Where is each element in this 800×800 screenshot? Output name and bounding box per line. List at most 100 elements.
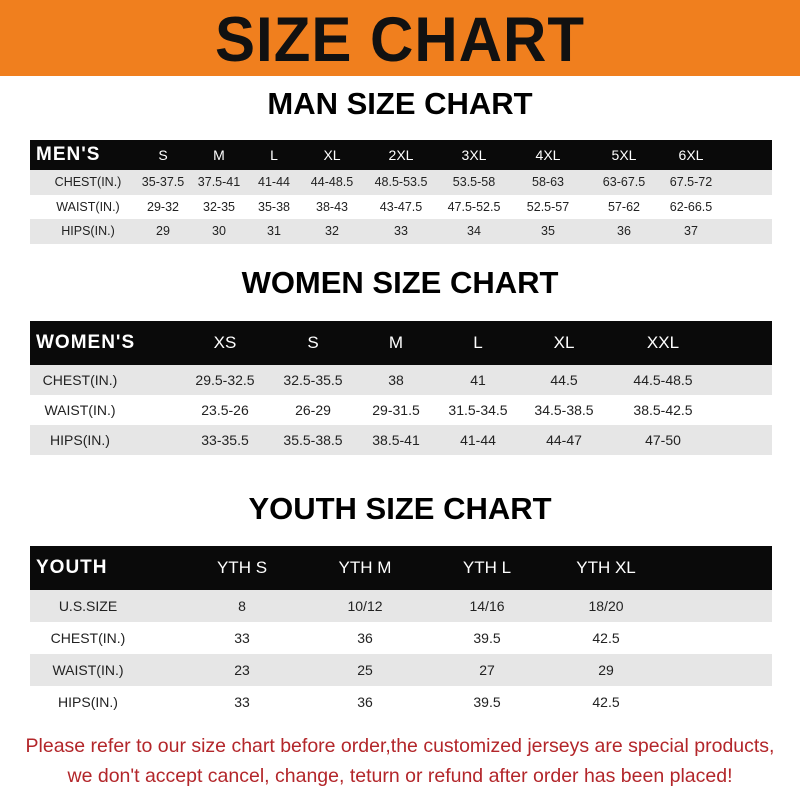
- table-cell: 42.5: [592, 630, 620, 646]
- table-cell: 29-32: [147, 200, 179, 214]
- table-cell: 33: [394, 224, 408, 238]
- size-header-cell: L: [473, 333, 483, 352]
- table-row: HIPS(IN.) 33 36 39.5 42.5: [30, 686, 772, 718]
- row-label: HIPS(IN.): [61, 224, 115, 238]
- table-cell: 33-35.5: [201, 432, 249, 448]
- table-cell: 36: [617, 224, 631, 238]
- size-header-cell: 6XL: [678, 147, 704, 163]
- table-row: WAIST(IN.) 29-32 32-35 35-38 38-43 43-47.5 47.…: [30, 195, 772, 219]
- table-header-label: WOMEN'S: [36, 332, 136, 353]
- table-cell: 44.5: [550, 372, 578, 388]
- footer-notice-line-1: Please refer to our size chart before or…: [25, 735, 775, 757]
- table-cell: 63-67.5: [602, 175, 646, 189]
- table-cell: 29: [598, 662, 614, 678]
- row-label: U.S.SIZE: [58, 598, 118, 614]
- table-cell: 32-35: [203, 200, 235, 214]
- table-cell: 27: [479, 662, 495, 678]
- table-cell: 53.5-58: [452, 175, 496, 189]
- size-header-cell: XL: [323, 147, 341, 163]
- table-cell: 35-38: [258, 200, 290, 214]
- table-cell: 35: [541, 224, 555, 238]
- table-header-label: YOUTH: [36, 557, 108, 578]
- table-header-label: MEN'S: [36, 144, 101, 165]
- table-cell: 41: [470, 372, 486, 388]
- table-cell: 35.5-38.5: [283, 432, 343, 448]
- table-cell: 29: [156, 224, 170, 238]
- table-cell: 33: [234, 630, 250, 646]
- table-cell: 29.5-32.5: [195, 372, 255, 388]
- table-cell: 37: [684, 224, 698, 238]
- table-cell: 67.5-72: [669, 175, 713, 189]
- size-header-cell: XL: [553, 333, 575, 352]
- size-header-cell: S: [307, 333, 319, 352]
- table-cell: 37.5-41: [197, 175, 241, 189]
- row-label: HIPS(IN.): [58, 694, 118, 710]
- table-cell: 29-31.5: [372, 402, 420, 418]
- size-header-cell: YTH S: [216, 558, 268, 577]
- table-cell: 38-43: [316, 200, 348, 214]
- table-header-row: MEN'S S M L XL 2XL 3XL 4XL 5XL 6XL: [30, 140, 772, 170]
- row-label: CHEST(IN.): [54, 175, 122, 189]
- table-cell: 39.5: [473, 630, 501, 646]
- table-cell: 41-44: [258, 175, 290, 189]
- table-cell: 36: [357, 630, 373, 646]
- table-cell: 34.5-38.5: [534, 402, 594, 418]
- row-label: CHEST(IN.): [50, 630, 126, 646]
- table-cell: 23: [234, 662, 250, 678]
- footer-notice-line-2: we don't accept cancel, change, teturn o…: [67, 765, 733, 787]
- size-header-cell: L: [270, 147, 278, 163]
- table-cell: 44-48.5: [310, 175, 354, 189]
- size-header-cell: YTH L: [462, 558, 512, 577]
- table-cell: 30: [212, 224, 226, 238]
- size-header-cell: YTH M: [338, 558, 392, 577]
- table-cell: 43-47.5: [379, 200, 423, 214]
- table-cell: 31: [267, 224, 281, 238]
- row-label: HIPS(IN.): [50, 432, 110, 448]
- table-row: HIPS(IN.) 33-35.5 35.5-38.5 38.5-41 41-44 44-…: [30, 425, 772, 455]
- size-header-cell: 5XL: [611, 147, 637, 163]
- table-cell: 47-50: [645, 432, 681, 448]
- row-label: WAIST(IN.): [52, 662, 124, 678]
- table-row: CHEST(IN.) 35-37.5 37.5-41 41-44 44-48.5 48.5…: [30, 170, 772, 195]
- table-cell: 8: [238, 598, 246, 614]
- title-banner: SIZE CHART: [0, 0, 800, 76]
- table-cell: 32: [325, 224, 339, 238]
- size-header-cell: S: [158, 147, 168, 163]
- table-cell: 47.5-52.5: [447, 200, 501, 214]
- size-header-cell: M: [213, 147, 225, 163]
- table-cell: 18/20: [588, 598, 624, 614]
- table-cell: 38: [388, 372, 404, 388]
- table-cell: 44-47: [546, 432, 582, 448]
- table-cell: 26-29: [295, 402, 331, 418]
- size-header-cell: YTH XL: [576, 558, 636, 577]
- size-header-cell: XXL: [646, 333, 680, 352]
- table-cell: 31.5-34.5: [448, 402, 508, 418]
- table-cell: 10/12: [347, 598, 383, 614]
- size-header-cell: 3XL: [461, 147, 487, 163]
- women-size-chart-title: WOMEN SIZE CHART: [241, 265, 559, 300]
- table-cell: 48.5-53.5: [374, 175, 428, 189]
- size-header-cell: XS: [213, 333, 237, 352]
- table-cell: 58-63: [532, 175, 564, 189]
- table-cell: 39.5: [473, 694, 501, 710]
- table-cell: 38.5-42.5: [633, 402, 693, 418]
- size-header-cell: 2XL: [388, 147, 414, 163]
- table-row: WAIST(IN.) 23 25 27 29: [30, 654, 772, 686]
- table-cell: 25: [357, 662, 373, 678]
- table-row: CHEST(IN.) 33 36 39.5 42.5: [30, 622, 772, 654]
- table-cell: 23.5-26: [201, 402, 249, 418]
- table-cell: 32.5-35.5: [283, 372, 343, 388]
- row-label: CHEST(IN.): [42, 372, 118, 388]
- youth-size-chart-title: YOUTH SIZE CHART: [248, 491, 552, 526]
- table-header-row: YOUTH YTH S YTH M YTH L YTH XL: [30, 546, 772, 590]
- table-row: CHEST(IN.) 29.5-32.5 32.5-35.5 38 41 44.5 44.5…: [30, 365, 772, 395]
- table-cell: 35-37.5: [141, 175, 185, 189]
- table-row: U.S.SIZE 8 10/12 14/16 18/20: [30, 590, 772, 622]
- size-header-cell: 4XL: [535, 147, 561, 163]
- row-label: WAIST(IN.): [56, 200, 120, 214]
- table-cell: 44.5-48.5: [633, 372, 693, 388]
- table-cell: 33: [234, 694, 250, 710]
- men-size-chart-title: MAN SIZE CHART: [267, 86, 533, 121]
- table-cell: 36: [357, 694, 373, 710]
- table-row: HIPS(IN.) 29 30 31 32 33 34 35 36 37: [30, 219, 772, 244]
